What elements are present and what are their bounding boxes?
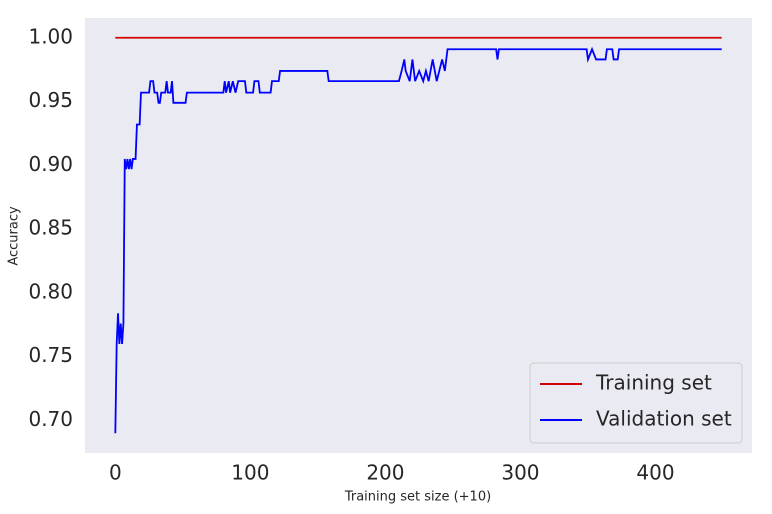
y-tick-label: 0.90: [28, 152, 73, 176]
x-axis-label: Training set size (+10): [344, 490, 491, 505]
x-tick-label: 100: [231, 461, 269, 485]
x-tick-label: 300: [501, 461, 539, 485]
y-tick-label: 0.70: [28, 407, 73, 431]
line-series: [114, 46, 722, 434]
x-tick-label: 200: [366, 461, 404, 485]
x-tick-label: 400: [636, 461, 674, 485]
y-tick-label: 0.75: [28, 343, 73, 367]
y-axis-label: Accuracy: [7, 206, 22, 266]
x-tick-label: 0: [109, 461, 122, 485]
y-tick-label: 1.00: [28, 24, 73, 48]
y-tick-label: 0.80: [28, 279, 73, 303]
legend-label: Training set: [595, 371, 712, 395]
y-tick-label: 0.95: [28, 88, 73, 112]
legend-box: [529, 362, 743, 444]
y-tick-label: 0.85: [28, 216, 73, 240]
legend-label: Validation set: [596, 407, 732, 431]
